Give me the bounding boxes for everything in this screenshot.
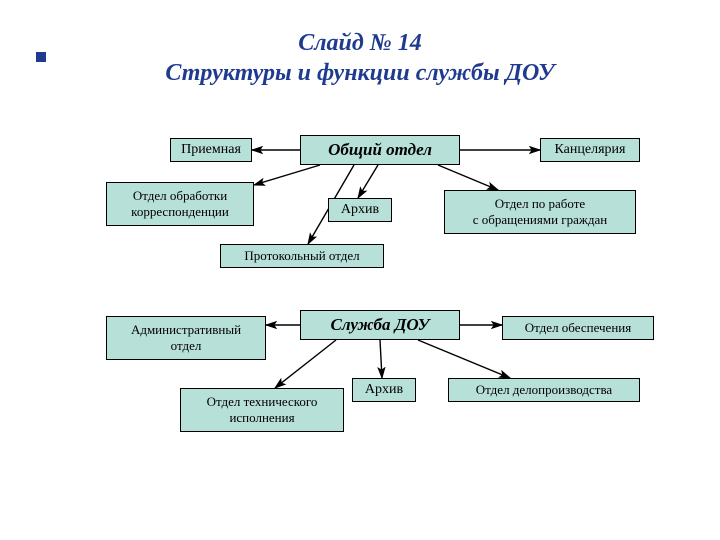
node-label: Общий отдел xyxy=(307,139,453,160)
node-label: Служба ДОУ xyxy=(307,314,453,335)
node-corr-processing: Отдел обработкикорреспонденции xyxy=(106,182,254,226)
connector-arrow xyxy=(358,165,378,198)
node-label-line-2: исполнения xyxy=(187,410,337,426)
node-label: Канцелярия xyxy=(547,141,633,159)
node-label: Архив xyxy=(335,201,385,219)
node-label-line-2: с обращениями граждан xyxy=(451,212,629,228)
node-label-line-2: корреспонденции xyxy=(113,204,247,220)
node-records-mgmt: Отдел делопроизводства xyxy=(448,378,640,402)
node-reception: Приемная xyxy=(170,138,252,162)
connector-arrow xyxy=(380,340,382,378)
connector-arrow xyxy=(418,340,510,378)
title-line-2: Структуры и функции службы ДОУ xyxy=(0,58,720,88)
node-label: Архив xyxy=(359,381,409,399)
title-line-1: Слайд № 14 xyxy=(0,28,720,58)
node-dou-service: Служба ДОУ xyxy=(300,310,460,340)
node-protocol-dept: Протокольный отдел xyxy=(220,244,384,268)
node-label-line-2: отдел xyxy=(113,338,259,354)
node-label-line-1: Отдел технического xyxy=(187,394,337,410)
node-label: Протокольный отдел xyxy=(227,248,377,264)
node-support-dept: Отдел обеспечения xyxy=(502,316,654,340)
connector-arrow xyxy=(275,340,336,388)
node-admin-dept: Административныйотдел xyxy=(106,316,266,360)
node-label: Приемная xyxy=(177,141,245,159)
node-common-dept: Общий отдел xyxy=(300,135,460,165)
node-archive2: Архив xyxy=(352,378,416,402)
connector-arrow xyxy=(438,165,498,190)
node-label: Отдел делопроизводства xyxy=(455,382,633,398)
node-label-line-1: Отдел по работе xyxy=(451,196,629,212)
node-label-line-1: Отдел обработки xyxy=(113,188,247,204)
node-label-line-1: Административный xyxy=(113,322,259,338)
node-chancellery: Канцелярия xyxy=(540,138,640,162)
node-tech-exec: Отдел техническогоисполнения xyxy=(180,388,344,432)
slide-title: Слайд № 14 Структуры и функции службы ДО… xyxy=(0,28,720,88)
connector-arrow xyxy=(254,165,320,185)
node-label: Отдел обеспечения xyxy=(509,320,647,336)
slide: Слайд № 14 Структуры и функции службы ДО… xyxy=(0,0,720,540)
node-citizen-appeals: Отдел по работес обращениями граждан xyxy=(444,190,636,234)
node-archive1: Архив xyxy=(328,198,392,222)
